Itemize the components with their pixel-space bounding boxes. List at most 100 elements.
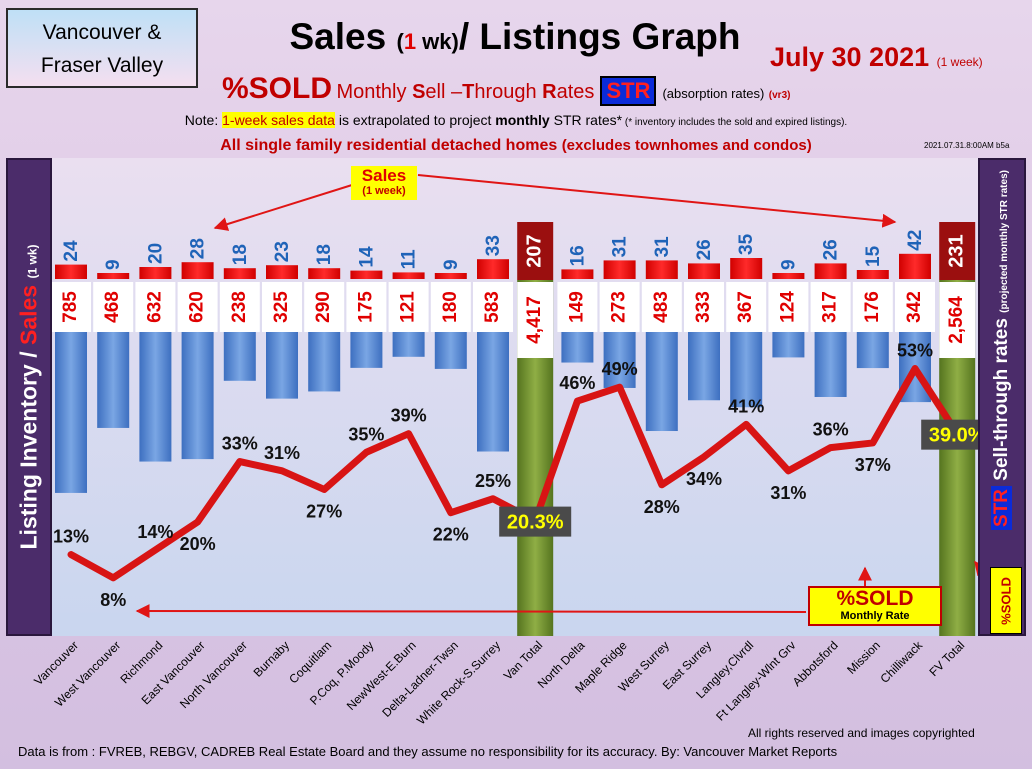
- total-sales-label: 207: [523, 234, 545, 267]
- listing-value-box: [895, 282, 935, 332]
- sold-rate-label: 8%: [100, 590, 126, 610]
- sales-value-label: 18: [314, 244, 335, 265]
- listing-value-box: [852, 282, 893, 332]
- listing-value-label: 238: [229, 291, 250, 323]
- sales-callout: Sales (1 week): [351, 166, 417, 200]
- listing-bar: [139, 332, 172, 462]
- listing-value-label: 333: [693, 291, 714, 323]
- sold-side-label: %SOLD: [998, 576, 1014, 625]
- sales-bar: [434, 273, 467, 279]
- sold-rate-label: 14%: [137, 522, 173, 542]
- title-part2: / Listings Graph: [458, 16, 741, 57]
- listing-value-label: 124: [777, 291, 798, 323]
- listing-value-label: 342: [904, 291, 925, 323]
- sold-rate-label: 20%: [180, 534, 216, 554]
- total-listing-box: [517, 282, 554, 358]
- left-axis-part1: Listing Inventory: [15, 357, 42, 550]
- sales-value-label: 11: [399, 249, 420, 270]
- sales-value-label: 16: [567, 245, 588, 266]
- sales-value-label: 14: [356, 246, 377, 268]
- sales-arrow-right: [417, 174, 897, 228]
- timestamp: 2021.07.31.8:00AM b5a: [924, 141, 1010, 150]
- subtitle-t: T: [462, 81, 475, 103]
- title-one: 1: [403, 29, 417, 54]
- sales-bar: [688, 263, 720, 279]
- listing-value-box: [641, 282, 682, 332]
- listing-value-box: [557, 282, 598, 332]
- subtitle-r: R: [542, 81, 557, 103]
- title-wk: wk): [416, 29, 459, 54]
- scope-paren: (excludes townhomes and condos): [561, 137, 812, 154]
- subtitle-absorption: (absorption rates): [662, 86, 765, 101]
- sales-bar: [223, 268, 256, 279]
- right-axis-label: STR Sell-through rates (projected monthl…: [991, 170, 1013, 530]
- left-axis-bar: Listing Inventory / Sales (1 wk): [6, 158, 52, 636]
- sold-rate-label: 37%: [855, 455, 891, 475]
- x-tick-label: Mission: [844, 638, 883, 677]
- sales-value-label: 35: [736, 233, 757, 255]
- listing-bar: [688, 332, 720, 401]
- listing-value-label: 468: [102, 291, 123, 323]
- footer-source: Data is from : FVREB, REBGV, CADREB Real…: [18, 744, 838, 759]
- right-axis-part1: Sell-through rates: [991, 312, 1012, 481]
- listing-value-box: [810, 282, 851, 332]
- sold-rate-label: 27%: [306, 501, 342, 521]
- sold-rate-total-box: [499, 506, 572, 537]
- subtitle-monthly: Monthly: [336, 81, 413, 103]
- subtitle-str-badge: STR: [600, 76, 657, 106]
- note-bold: monthly: [495, 112, 550, 128]
- listing-bar: [856, 332, 889, 369]
- listing-bar: [350, 332, 383, 368]
- listing-bar: [266, 332, 298, 399]
- sales-value-label: 23: [272, 241, 293, 262]
- sales-bar: [308, 268, 341, 279]
- scope-main: All single family residential detached h…: [220, 137, 562, 154]
- listing-bar: [772, 332, 805, 358]
- subtitle-version: (vr3): [768, 90, 791, 101]
- x-tick-label: Ft Langley-Wlnt Grv: [713, 638, 798, 723]
- sales-bar: [266, 265, 298, 279]
- sales-value-label: 33: [483, 235, 504, 256]
- sales-bar: [350, 270, 383, 279]
- sales-bar: [603, 260, 636, 279]
- listing-value-label: 290: [313, 291, 334, 323]
- sales-value-label: 18: [230, 244, 251, 265]
- left-axis-label: Listing Inventory / Sales (1 wk): [16, 245, 43, 550]
- listing-value-label: 325: [271, 291, 292, 323]
- sales-bar: [392, 272, 425, 279]
- listing-bar: [392, 332, 425, 357]
- copyright: All rights reserved and images copyright…: [748, 726, 975, 740]
- sales-callout-line2: (1 week): [362, 185, 406, 197]
- sold-box-line1: %SOLD: [836, 587, 914, 610]
- listing-bar: [223, 332, 256, 381]
- sales-value-label: 9: [441, 259, 462, 270]
- total-listing-box: [939, 282, 976, 358]
- sold-arrow-left: [135, 604, 807, 619]
- listing-bar: [181, 332, 214, 460]
- sales-bar: [856, 270, 889, 279]
- region-box: Vancouver & Fraser Valley: [6, 8, 198, 88]
- x-tick-label: Chilliwack: [878, 638, 926, 686]
- sold-rate-label: 41%: [728, 396, 764, 416]
- right-axis-paren: (projected monthly STR rates): [999, 169, 1010, 313]
- sold-rate-total-label: 20.3%: [507, 512, 564, 534]
- subtitle-hrough: hrough: [474, 81, 543, 103]
- listing-value-label: 121: [398, 291, 419, 323]
- scope-line: All single family residential detached h…: [0, 137, 1032, 155]
- region-line1: Vancouver &: [42, 21, 162, 44]
- sales-bar: [772, 273, 805, 279]
- sales-bar: [561, 269, 594, 279]
- listing-value-box: [726, 282, 767, 332]
- listing-value-box: [51, 282, 91, 332]
- sold-rate-label: 34%: [686, 469, 722, 489]
- listing-bar: [434, 332, 467, 369]
- listing-value-label: 317: [820, 291, 841, 323]
- listing-value-box: [599, 282, 640, 332]
- sales-value-label: 26: [821, 239, 842, 260]
- right-axis-str: STR: [991, 485, 1012, 530]
- listing-bar: [97, 332, 130, 428]
- subtitle-ell: ell –: [425, 81, 463, 103]
- total-listing-label: 4,417: [524, 296, 545, 344]
- listing-value-box: [346, 282, 387, 332]
